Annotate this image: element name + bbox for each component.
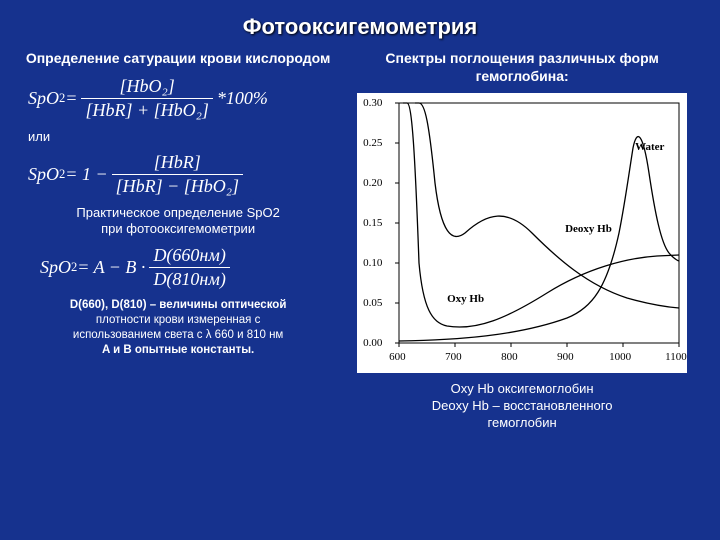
f3-frac: D(660нм) D(810нм) — [149, 245, 229, 290]
footnote-3: использованием света с λ 660 и 810 нм — [73, 329, 283, 341]
f1-eq: = — [65, 88, 77, 109]
or-text: или — [28, 129, 336, 144]
f2-frac: [HbR] [HbR] − [HbO₂] — [112, 152, 243, 197]
f1-lhs: SpO — [28, 88, 59, 109]
ytick-5: 0.05 — [363, 297, 382, 309]
footnote-1: D(660), D(810) – величины оптической — [70, 299, 287, 311]
ytick-3: 0.15 — [363, 217, 382, 229]
f2-eq: = 1 − — [65, 164, 107, 185]
ytick-6: 0.00 — [363, 337, 382, 349]
xtick-1: 700 — [445, 351, 462, 363]
caption-1: Oxy Hb оксигемоглобин — [451, 381, 594, 396]
ytick-1: 0.25 — [363, 137, 382, 149]
ytick-2: 0.20 — [363, 177, 382, 189]
f1-frac: [HbO₂] [HbR] + [HbO₂] — [81, 76, 212, 121]
chart-svg — [357, 93, 687, 373]
label-water: Water — [635, 141, 664, 153]
footnote-2: плотности крови измеренная с — [96, 314, 260, 326]
xtick-4: 1000 — [609, 351, 631, 363]
formula-spo2-alt: SpO2 = 1 − [HbR] [HbR] − [HbO₂] — [28, 152, 336, 197]
practical-text: Практическое определение SpO2 при фотоок… — [20, 205, 336, 238]
f1-tail: *100% — [217, 88, 268, 109]
label-deoxy: Deoxy Hb — [565, 223, 612, 235]
ytick-0: 0.30 — [363, 97, 382, 109]
xtick-3: 900 — [557, 351, 574, 363]
f2-den: [HbR] − [HbO₂] — [112, 176, 243, 197]
f1-num: [HbO₂] — [116, 76, 179, 97]
f3-den: D(810нм) — [149, 269, 229, 290]
footnote: D(660), D(810) – величины оптической пло… — [20, 298, 336, 358]
ytick-4: 0.10 — [363, 257, 382, 269]
chart-caption: Oxy Hb оксигемоглобин Deoxy Hb – восстан… — [344, 381, 700, 432]
left-subhead: Определение сатурации крови кислородом — [20, 50, 336, 68]
xtick-2: 800 — [501, 351, 518, 363]
f1-den: [HbR] + [HbO₂] — [81, 100, 212, 121]
formula-spo2-practical: SpO2 = A − B · D(660нм) D(810нм) — [40, 245, 336, 290]
right-subhead: Спектры поглощения различных форм гемогл… — [344, 50, 700, 85]
label-oxy: Oxy Hb — [447, 293, 484, 305]
f3-lhs: SpO — [40, 257, 71, 278]
formula-spo2-ratio: SpO2 = [HbO₂] [HbR] + [HbO₂] *100% — [28, 76, 336, 121]
xtick-0: 600 — [389, 351, 406, 363]
f2-num: [HbR] — [150, 152, 205, 173]
absorption-chart: 0.30 0.25 0.20 0.15 0.10 0.05 0.00 600 7… — [357, 93, 687, 373]
f3-mid: = A − B · — [77, 257, 145, 278]
practical-line1: Практическое определение SpO2 — [76, 205, 279, 220]
practical-line2: при фотооксигемометрии — [101, 221, 255, 236]
f2-lhs: SpO — [28, 164, 59, 185]
slide-title: Фотооксигемометрия — [0, 0, 720, 40]
caption-3: гемоглобин — [488, 415, 557, 430]
right-column: Спектры поглощения различных форм гемогл… — [344, 46, 700, 432]
f3-num: D(660нм) — [149, 245, 229, 266]
caption-2: Deoxy Hb – восстановленного — [432, 398, 613, 413]
left-column: Определение сатурации крови кислородом S… — [20, 46, 344, 432]
xtick-5: 1100 — [665, 351, 687, 363]
footnote-4: A и B опытные константы. — [102, 344, 254, 356]
